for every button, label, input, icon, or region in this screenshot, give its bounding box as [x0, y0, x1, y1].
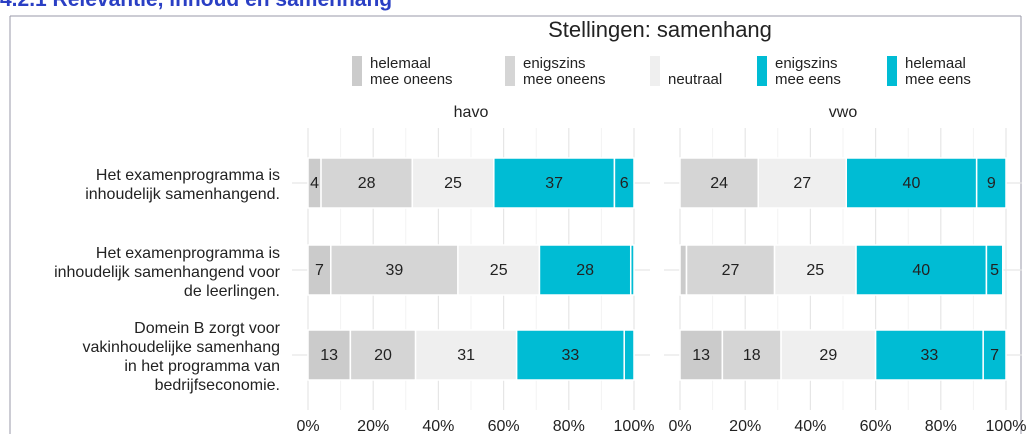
category-label: Het examenprogramma is inhoudelijk samen… — [54, 244, 280, 300]
value-label: 13 — [692, 347, 710, 364]
x-tick-label: 60% — [860, 418, 892, 434]
legend-swatch — [757, 56, 767, 86]
bar-segment — [320, 157, 414, 209]
value-label: 18 — [743, 347, 761, 364]
legend-swatch — [505, 56, 515, 86]
x-tick-label: 80% — [925, 418, 957, 434]
bar-segment — [679, 157, 759, 209]
bar-segment — [623, 329, 635, 381]
category-label: Domein B zorgt voor vakinhoudelijke same… — [82, 320, 280, 394]
value-label: 28 — [576, 262, 594, 279]
bar-segment — [780, 329, 877, 381]
value-label: 7 — [990, 347, 999, 364]
facet-label: havo — [454, 104, 489, 121]
value-label: 33 — [920, 347, 938, 364]
value-label: 27 — [793, 175, 811, 192]
bar-segment — [613, 157, 635, 209]
legend-label: helemaal mee oneens — [370, 55, 453, 88]
x-tick-label: 0% — [668, 418, 691, 434]
legend-swatch — [887, 56, 897, 86]
bar-segment — [685, 244, 776, 296]
bar-segment — [855, 244, 988, 296]
bar-segment — [538, 244, 632, 296]
bar-segment — [721, 329, 782, 381]
bar-segment — [414, 329, 518, 381]
value-label: 4 — [310, 175, 319, 192]
value-label: 24 — [710, 175, 728, 192]
value-label: 40 — [912, 262, 930, 279]
bar-segment — [975, 157, 1007, 209]
chart-title: Stellingen: samenhang — [548, 17, 772, 42]
legend-label: neutraal — [668, 71, 723, 88]
bar-segment — [773, 244, 857, 296]
legend-label: helemaal mee eens — [905, 55, 971, 88]
value-label: 7 — [315, 262, 324, 279]
value-label: 33 — [562, 347, 580, 364]
value-label: 13 — [320, 347, 338, 364]
value-label: 31 — [457, 347, 475, 364]
x-tick-label: 80% — [553, 418, 585, 434]
bar-segment — [874, 329, 984, 381]
bar-segment — [349, 329, 417, 381]
bar-segment — [330, 244, 459, 296]
value-label: 39 — [385, 262, 403, 279]
bar-segment — [845, 157, 978, 209]
value-label: 29 — [819, 347, 837, 364]
value-label: 20 — [374, 347, 392, 364]
bar-segment — [982, 329, 1007, 381]
x-tick-label: 40% — [422, 418, 454, 434]
facet-label: vwo — [829, 104, 858, 121]
category-label: Het examenprogramma is inhoudelijk samen… — [85, 167, 280, 203]
value-label: 6 — [620, 175, 629, 192]
bar-segment — [493, 157, 616, 209]
bar-segment — [985, 244, 1004, 296]
x-tick-label: 0% — [296, 418, 319, 434]
bar-segment — [411, 157, 495, 209]
value-label: 27 — [722, 262, 740, 279]
x-tick-label: 20% — [357, 418, 389, 434]
value-label: 25 — [806, 262, 824, 279]
value-label: 37 — [545, 175, 563, 192]
x-tick-label: 100% — [986, 418, 1027, 434]
bar-segment — [629, 244, 635, 296]
bar-segment — [679, 329, 724, 381]
value-label: 25 — [490, 262, 508, 279]
x-tick-label: 40% — [794, 418, 826, 434]
value-label: 28 — [358, 175, 376, 192]
value-label: 25 — [444, 175, 462, 192]
x-tick-label: 20% — [729, 418, 761, 434]
value-label: 5 — [990, 262, 999, 279]
legend-label: enigszins mee eens — [775, 55, 841, 88]
legend-label: enigszins mee oneens — [523, 55, 606, 88]
bar-segment — [307, 329, 352, 381]
x-tick-label: 60% — [488, 418, 520, 434]
section-heading: 4.2.1 Relevantie, inhoud en samenhang — [0, 0, 392, 12]
x-tick-label: 100% — [614, 418, 655, 434]
bar-segment — [679, 244, 688, 296]
legend-swatch — [650, 56, 660, 86]
value-label: 9 — [987, 175, 996, 192]
legend-swatch — [352, 56, 362, 86]
value-label: 40 — [903, 175, 921, 192]
